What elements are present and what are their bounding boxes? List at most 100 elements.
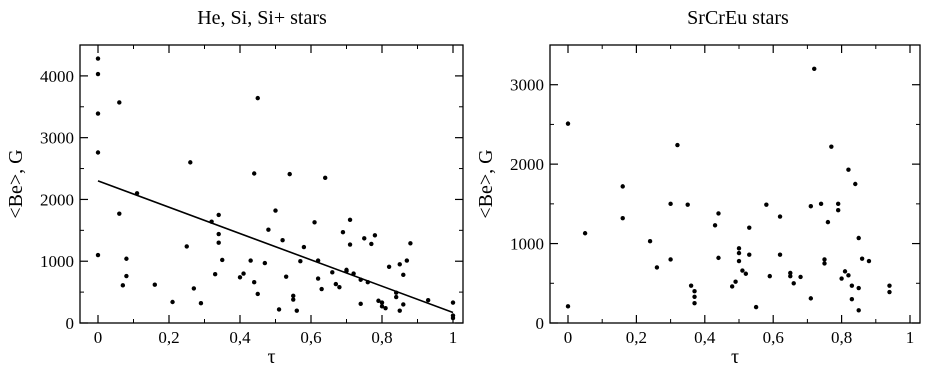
panel2-x-tick-label: 1	[906, 328, 915, 347]
panel1-data-point-33	[276, 307, 282, 312]
panel2-x-axis-label: τ	[731, 346, 739, 367]
panel1-data-point-78	[450, 315, 456, 321]
panel2-data-point-13	[692, 294, 697, 299]
panel2-data-point-6	[654, 265, 660, 270]
panel2-data-point-17	[716, 255, 721, 261]
panel1-data-point-16	[198, 301, 204, 306]
panel2-data-point-54	[856, 235, 861, 241]
panel2-x-tick-label: 0,8	[831, 328, 852, 347]
panel1-data-point-70	[397, 308, 402, 313]
panel2-data-point-11	[688, 283, 694, 288]
panel2-title: SrCrEu stars	[687, 7, 789, 29]
panel1-data-point-30	[262, 260, 268, 266]
panel1-data-point-60	[369, 241, 374, 247]
panel2-data-point-4	[620, 215, 625, 221]
panel2-data-point-34	[791, 281, 796, 286]
panel1-data-point-13	[184, 244, 189, 249]
panel1-data-point-2	[95, 111, 101, 116]
panel2-data-point-55	[859, 256, 865, 261]
panel1-data-point-38	[291, 297, 296, 302]
panel2-data-point-52	[853, 181, 858, 187]
panel1-data-point-44	[315, 276, 321, 281]
panel1-data-point-62	[376, 298, 381, 303]
panel1-data-point-37	[291, 293, 296, 299]
panel2-data-point-5	[647, 238, 653, 244]
panel1-data-point-75	[425, 297, 431, 303]
panel1-data-point-28	[255, 95, 260, 101]
panel1-data-point-35	[283, 274, 289, 279]
panel2-data-point-56	[866, 258, 872, 264]
panel2-y-tick-label: 1000	[510, 235, 544, 254]
panel2-data-point-3	[620, 184, 625, 189]
panel1-data-point-34	[280, 238, 285, 243]
panel2-data-point-47	[842, 269, 848, 274]
panel1-data-point-67	[394, 290, 399, 295]
panel2-data-point-7	[668, 201, 673, 207]
panel1-data-point-52	[344, 267, 349, 273]
panel2-data-point-2	[582, 231, 588, 236]
panel1-data-point-68	[394, 294, 399, 300]
panel1-data-point-65	[383, 305, 388, 311]
panel1-x-tick-label: 0,4	[229, 328, 251, 347]
panel2-data-point-18	[729, 284, 735, 289]
panel1-data-point-74	[408, 241, 413, 246]
panel1-y-tick-label: 1000	[40, 252, 74, 271]
panel2-data-point-19	[733, 279, 738, 284]
panel2-data-point-48	[846, 167, 851, 172]
panel1-data-point-58	[362, 236, 367, 241]
panel2-data-point-12	[692, 289, 697, 294]
panel1-data-point-7	[124, 256, 129, 261]
panel2-data-point-51	[849, 296, 855, 302]
panel1-x-tick-label: 0,2	[158, 328, 179, 347]
panel1-data-point-69	[397, 262, 402, 267]
panel1-data-point-54	[347, 242, 353, 247]
panel1-data-point-53	[347, 217, 353, 223]
panel2-data-point-44	[835, 208, 841, 213]
panel1-data-point-72	[401, 272, 406, 278]
panel2-data-point-10	[685, 202, 690, 207]
panel1-y-tick-label: 3000	[40, 129, 74, 148]
panel1-x-tick-label: 1	[449, 328, 458, 347]
panel1-data-point-11	[152, 282, 157, 287]
panel1-data-point-47	[330, 270, 335, 275]
panel2-data-point-31	[777, 252, 783, 257]
panel2-data-point-22	[736, 258, 742, 264]
panel1-data-point-26	[252, 171, 257, 176]
panel2-data-point-53	[856, 308, 861, 313]
panel2-data-point-14	[692, 300, 697, 306]
panel2-data-point-32	[788, 270, 793, 276]
panel1-data-point-6	[117, 211, 122, 216]
panel1-data-point-39	[294, 308, 299, 313]
panel1-data-point-59	[365, 280, 370, 285]
panel1-data-point-55	[351, 271, 356, 276]
panel2-data-point-29	[767, 273, 772, 279]
panel1-data-point-73	[404, 258, 410, 263]
panel1-data-point-50	[340, 229, 346, 235]
panel2-data-point-40	[822, 257, 827, 262]
panel1-x-tick-label: 0,8	[371, 328, 392, 347]
panel1-data-point-43	[315, 258, 321, 263]
panel2-data-point-50	[849, 283, 855, 288]
panel2-x-tick-label: 0,6	[763, 328, 784, 347]
panel1-title: He, Si, Si+ stars	[197, 7, 327, 29]
panel2-data-point-49	[846, 273, 851, 278]
panel1-x-tick-label: 0	[94, 328, 103, 347]
panel1-data-point-15	[191, 286, 197, 291]
panel1-data-point-29	[255, 291, 260, 297]
panel1-data-point-31	[266, 227, 271, 232]
panel2-data-point-30	[777, 214, 783, 219]
panel2-data-point-20	[736, 246, 742, 251]
panel2-data-point-15	[712, 223, 718, 228]
panel2-data-point-24	[743, 271, 749, 276]
panel2-data-point-45	[835, 201, 841, 207]
panel1-data-point-22	[220, 257, 225, 263]
panel1-data-point-9	[120, 283, 126, 288]
panel1-y-axis-label: <Be>, G	[5, 149, 27, 218]
panel1-data-point-36	[287, 171, 292, 177]
panel1-y-tick-label: 4000	[40, 67, 74, 86]
panel2-x-tick-label: 0	[564, 328, 573, 347]
panel1-data-point-76	[450, 300, 456, 305]
panel1-data-point-45	[319, 286, 324, 292]
panel1-data-point-19	[216, 212, 221, 218]
